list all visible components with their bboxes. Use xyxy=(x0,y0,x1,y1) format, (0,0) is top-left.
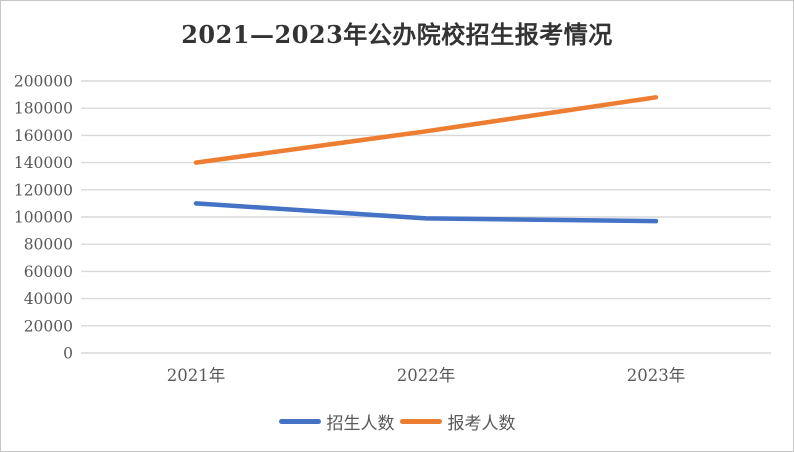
y-axis-tick-label: 140000 xyxy=(14,154,73,172)
y-axis-tick-label: 60000 xyxy=(24,263,73,281)
legend-label: 报考人数 xyxy=(447,414,516,434)
legend-item-applicants: 报考人数 xyxy=(399,409,516,434)
y-axis-tick-label: 180000 xyxy=(14,100,73,118)
legend-label: 招生人数 xyxy=(326,414,395,434)
chart-legend: 招生人数 报考人数 xyxy=(1,409,793,434)
x-axis-tick-label: 2023年 xyxy=(627,366,686,385)
series-line-报考人数 xyxy=(193,95,659,165)
y-axis-tick-label: 40000 xyxy=(24,290,73,308)
series-line-招生人数 xyxy=(193,201,659,224)
y-axis-tick-label: 160000 xyxy=(14,127,73,145)
chart-title: 2021—2023年公办院校招生报考情况 xyxy=(181,20,613,49)
y-axis-tick-label: 0 xyxy=(63,345,73,363)
y-axis-tick-label: 80000 xyxy=(24,236,73,254)
legend-line-swatch-orange xyxy=(399,419,442,424)
legend-item-enrollment: 招生人数 xyxy=(278,409,395,434)
y-axis-tick-label: 20000 xyxy=(24,317,73,335)
y-axis-tick-label: 200000 xyxy=(14,73,73,91)
y-axis-tick-label: 120000 xyxy=(14,181,73,199)
x-axis-tick-label: 2021年 xyxy=(167,366,226,385)
legend-line-swatch-blue xyxy=(278,419,321,424)
y-axis-tick-label: 100000 xyxy=(14,209,73,227)
x-axis-tick-label: 2022年 xyxy=(397,366,456,385)
